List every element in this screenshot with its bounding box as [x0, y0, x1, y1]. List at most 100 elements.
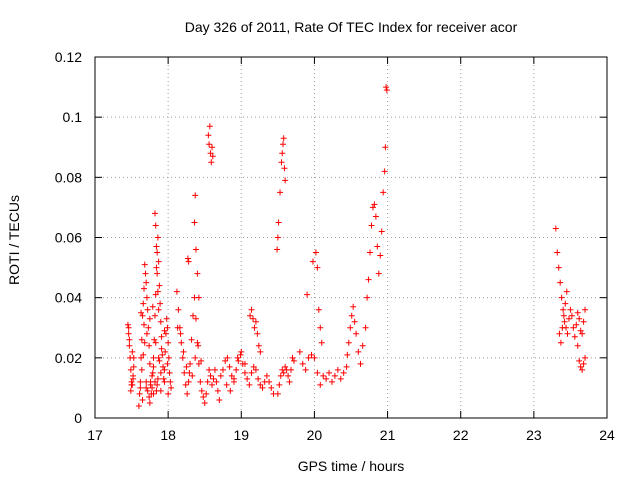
data-point	[248, 369, 255, 376]
data-point	[154, 375, 161, 382]
data-point	[147, 381, 154, 388]
data-point	[194, 339, 201, 346]
data-point	[579, 366, 586, 373]
data-point	[557, 339, 564, 346]
data-point	[274, 234, 281, 241]
data-point	[164, 360, 171, 367]
data-point	[129, 348, 136, 355]
data-point	[280, 369, 287, 376]
data-point	[555, 264, 562, 271]
data-point	[158, 345, 165, 352]
data-point	[149, 369, 156, 376]
data-point	[247, 312, 254, 319]
data-point	[317, 381, 324, 388]
data-point	[362, 324, 369, 331]
data-point	[216, 396, 223, 403]
data-point	[189, 372, 196, 379]
data-point	[143, 384, 150, 391]
data-point	[266, 378, 273, 385]
x-tick-label: 18	[160, 427, 176, 443]
data-point	[222, 357, 229, 364]
data-point	[241, 360, 248, 367]
data-point	[357, 360, 364, 367]
data-point	[198, 357, 205, 364]
data-point	[378, 228, 385, 235]
data-point	[210, 375, 217, 382]
data-point	[383, 87, 390, 94]
data-point	[141, 339, 148, 346]
data-point	[371, 201, 378, 208]
x-tick-label: 21	[380, 427, 396, 443]
data-point	[560, 312, 567, 319]
data-point	[140, 300, 147, 307]
data-point	[182, 381, 189, 388]
data-point	[328, 378, 335, 385]
data-point	[311, 354, 318, 361]
data-point	[315, 306, 322, 313]
data-point	[160, 375, 167, 382]
data-point	[337, 375, 344, 382]
data-point	[252, 366, 259, 373]
data-point	[138, 336, 145, 343]
data-point	[174, 324, 181, 331]
data-point	[195, 342, 202, 349]
data-point	[138, 354, 145, 361]
data-point	[137, 378, 144, 385]
data-point	[279, 141, 286, 148]
data-point	[146, 315, 153, 322]
data-point	[557, 279, 564, 286]
data-point	[279, 150, 286, 157]
grid-lines	[95, 57, 607, 418]
data-point	[278, 159, 285, 166]
data-point	[263, 372, 270, 379]
data-point	[154, 381, 161, 388]
data-point	[157, 318, 164, 325]
data-point	[277, 189, 284, 196]
data-point	[217, 372, 224, 379]
data-point	[126, 342, 133, 349]
data-point	[198, 387, 205, 394]
data-point	[211, 366, 218, 373]
data-point	[577, 363, 584, 370]
data-point	[165, 339, 172, 346]
data-point	[234, 354, 241, 361]
data-point	[178, 339, 185, 346]
data-point	[195, 360, 202, 367]
data-point	[151, 378, 158, 385]
tick-labels: 17 18 19 20 21 22 23 24 0 0.02 0.04 0.06 0.08 0.1 0.12	[55, 49, 615, 443]
data-point	[136, 390, 143, 397]
data-point	[351, 318, 358, 325]
data-point	[274, 390, 281, 397]
x-tick-label: 20	[307, 427, 323, 443]
data-point	[244, 375, 251, 382]
data-point	[290, 357, 297, 364]
data-point	[226, 363, 233, 370]
data-point	[574, 309, 581, 316]
data-point	[340, 369, 347, 376]
data-point	[161, 378, 168, 385]
data-point	[559, 324, 566, 331]
data-point	[241, 369, 248, 376]
data-point	[141, 321, 148, 328]
data-point	[173, 288, 180, 295]
data-point	[155, 258, 162, 265]
data-point	[153, 264, 160, 271]
data-point	[227, 387, 234, 394]
data-point	[203, 390, 210, 397]
data-point	[235, 357, 242, 364]
data-point	[207, 150, 214, 157]
data-point	[139, 396, 146, 403]
data-point	[369, 204, 376, 211]
data-point	[135, 402, 142, 409]
data-point	[185, 378, 192, 385]
data-point	[560, 306, 567, 313]
data-point	[151, 210, 158, 217]
data-point	[156, 357, 163, 364]
data-point	[296, 348, 303, 355]
data-point	[192, 354, 199, 361]
data-point	[248, 306, 255, 313]
data-point	[309, 258, 316, 265]
data-point	[204, 378, 211, 385]
